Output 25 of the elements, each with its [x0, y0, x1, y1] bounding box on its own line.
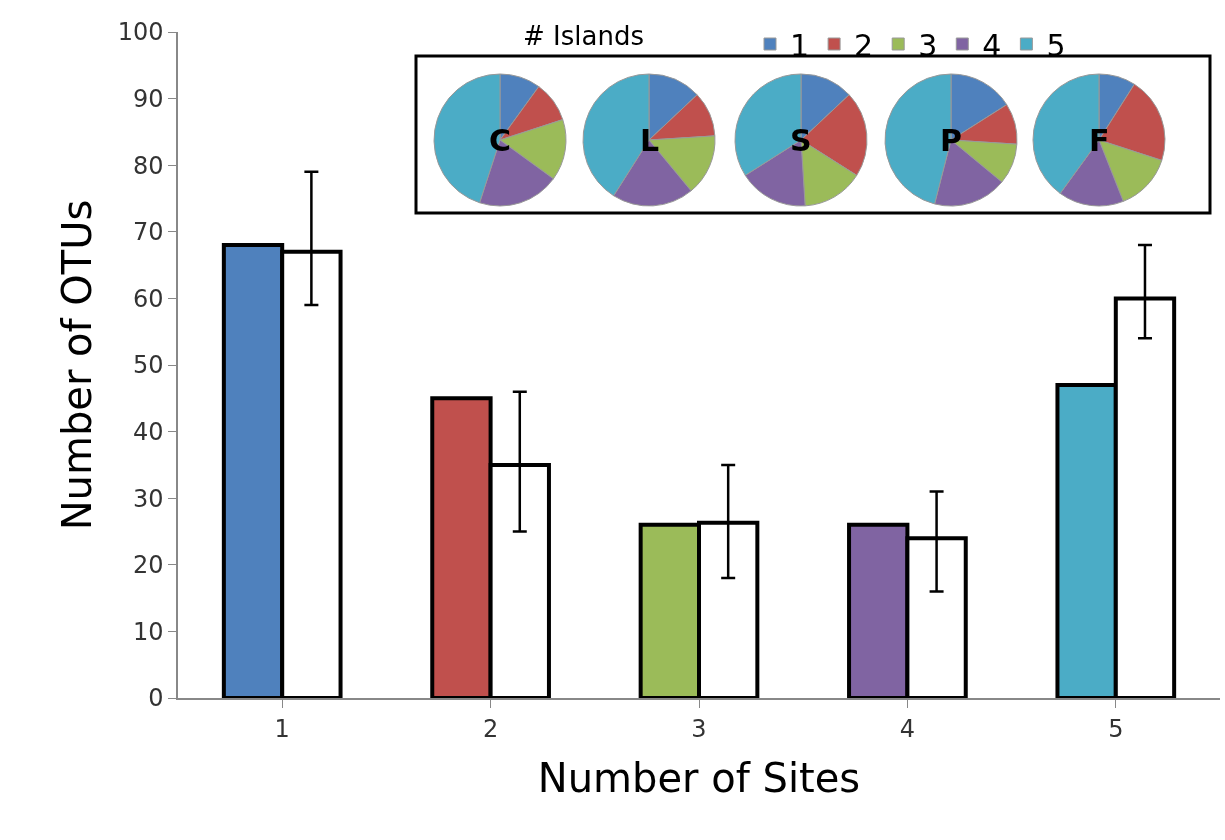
x-tick-label: 5	[1108, 714, 1124, 743]
y-tick-label: 70	[132, 218, 164, 247]
x-tick-label: 3	[691, 714, 707, 743]
x-axis-title: Number of Sites	[537, 754, 861, 801]
y-tick-label: 100	[117, 18, 164, 47]
text: S	[790, 123, 812, 158]
legend-label: 4	[982, 27, 1002, 63]
y-tick-label: 40	[132, 418, 164, 446]
text: F	[1089, 123, 1110, 158]
y-axis-title: Number of OTUs	[53, 199, 100, 531]
text: L	[640, 123, 660, 158]
y-tick-label: 90	[132, 85, 164, 113]
y-tick-label: 10	[132, 617, 164, 646]
legend-title: # Islands	[523, 21, 644, 51]
text: C	[489, 123, 512, 158]
x-tick-label: 2	[482, 714, 499, 743]
y-tick-label: 50	[132, 351, 164, 380]
y-tick-label: 30	[132, 484, 164, 513]
x-tick-label: 1	[274, 714, 290, 743]
y-tick-label: 60	[132, 284, 164, 313]
y-tick-label: 20	[132, 551, 164, 580]
x-tick-label: 4	[899, 714, 916, 743]
y-tick-label: 0	[148, 684, 164, 713]
text: P	[940, 123, 962, 158]
y-tick-label: 80	[132, 151, 164, 180]
